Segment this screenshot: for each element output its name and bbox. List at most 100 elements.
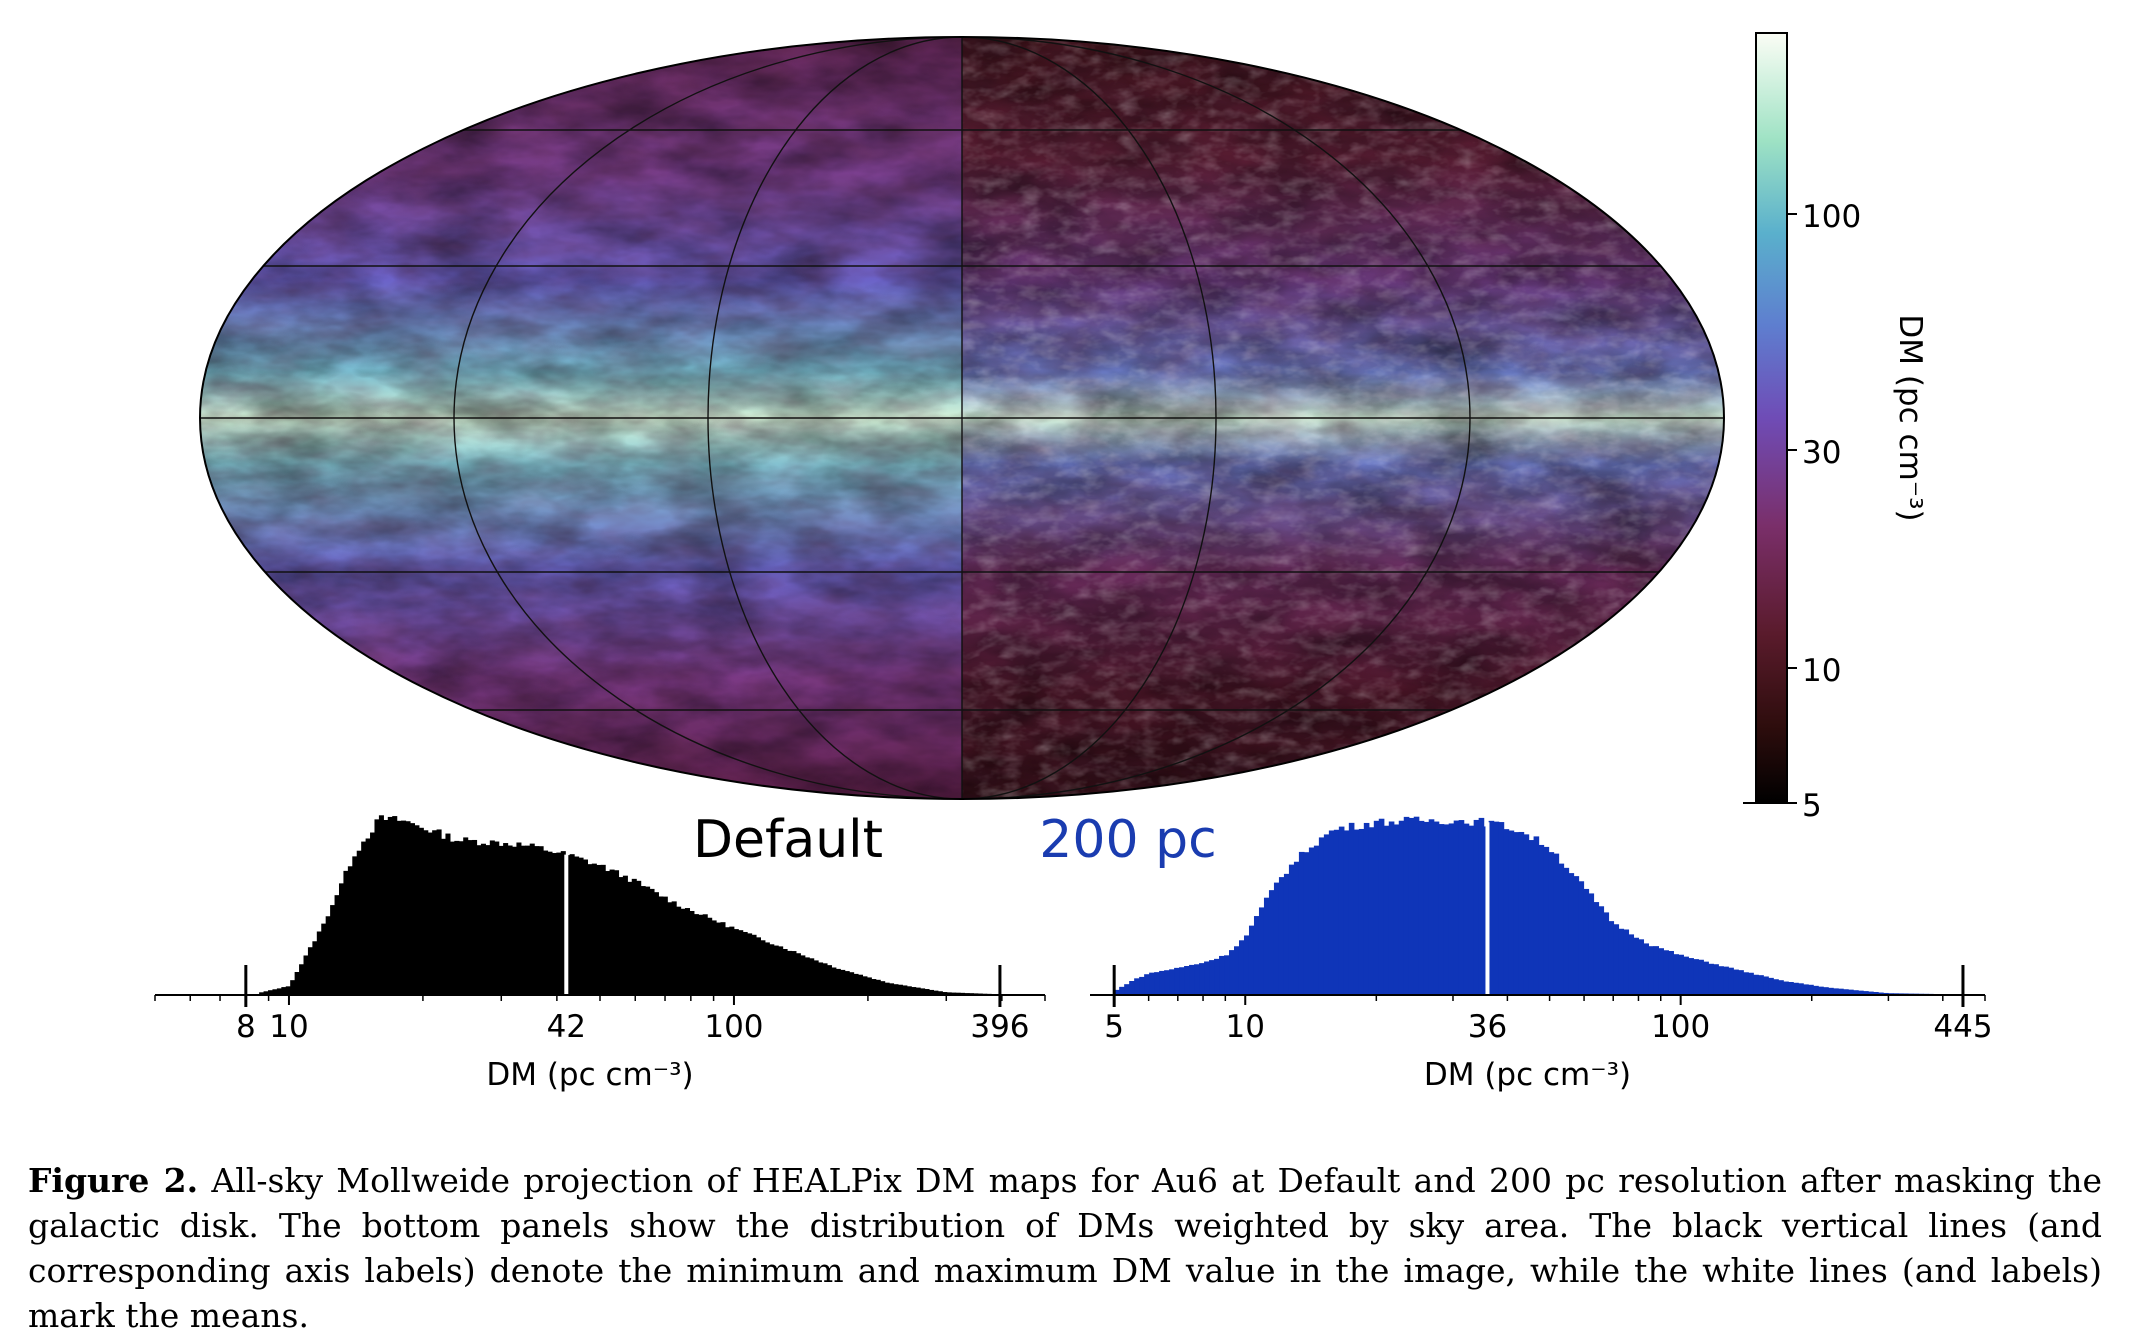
histogram-bar <box>937 991 943 995</box>
x-tick-label: 10 <box>269 1009 308 1045</box>
histogram-bar <box>1129 981 1135 995</box>
x-tick-label: 445 <box>1933 1009 1992 1045</box>
histogram-bar <box>1503 829 1510 995</box>
histogram-bar <box>268 990 274 995</box>
histogram-bar <box>1144 974 1150 995</box>
histogram-bar <box>902 985 908 995</box>
histogram-bar <box>574 856 580 995</box>
histogram-bar <box>458 841 464 995</box>
histogram-bar <box>1224 955 1230 995</box>
histogram-bar <box>609 869 615 995</box>
histogram-bar <box>733 929 739 995</box>
histogram-bar <box>489 840 495 995</box>
histogram-bar <box>1513 832 1520 995</box>
histogram-bar <box>1238 940 1245 995</box>
histogram-bar <box>427 832 433 995</box>
histogram-bar <box>1628 934 1635 995</box>
histogram-bar <box>1753 974 1759 995</box>
histogram-bar <box>551 853 557 995</box>
histogram-bar <box>1149 972 1155 995</box>
figure-caption: Figure 2. All-sky Mollweide projection o… <box>28 1158 2102 1338</box>
histogram-bar <box>374 819 380 995</box>
colorbar-tick-label: 100 <box>1802 199 1861 235</box>
histogram-bar <box>720 922 726 995</box>
histogram-bar <box>538 846 544 995</box>
histogram-bar <box>1278 877 1285 995</box>
histogram-bar <box>782 949 788 995</box>
histogram-bar <box>1408 817 1415 995</box>
histogram-bar <box>1788 981 1794 995</box>
histogram-bar <box>334 895 340 995</box>
histogram-bar <box>1638 939 1645 995</box>
histogram-bar <box>667 902 673 995</box>
histogram-bar <box>760 940 766 995</box>
histogram-bar <box>711 920 717 995</box>
histogram-bar <box>307 947 313 995</box>
histogram-bar <box>472 839 478 995</box>
histogram-bar <box>1388 821 1395 995</box>
histogram-bar <box>1773 979 1779 995</box>
histogram-bar <box>724 927 730 995</box>
histogram-bar <box>1348 822 1355 995</box>
histogram-bar <box>698 914 704 995</box>
histogram-bar <box>1568 873 1575 995</box>
histogram-bar <box>804 957 810 995</box>
histogram-bar <box>928 989 934 995</box>
histogram-bar <box>1713 964 1719 995</box>
histogram-bar <box>281 987 287 995</box>
histogram-bar <box>1518 831 1525 995</box>
histogram-bar <box>1558 863 1565 995</box>
histogram-bar <box>631 878 637 995</box>
histogram-bar <box>889 983 895 995</box>
histogram-bar <box>294 972 300 995</box>
histogram-bar <box>831 967 837 995</box>
histogram-bar <box>764 942 770 995</box>
histogram-bar <box>1823 987 1829 995</box>
histogram-bar <box>432 830 438 995</box>
histogram-bar <box>840 969 846 995</box>
histogram-bar <box>1878 992 1884 995</box>
histogram-bar <box>560 851 566 995</box>
histogram-bar <box>747 933 753 995</box>
colorbar-label: DM (pc cm⁻³) <box>1892 314 1928 521</box>
colorbar-tick-label: 30 <box>1802 435 1841 471</box>
histogram-bar <box>1204 961 1210 995</box>
histogram-bar <box>1169 969 1175 995</box>
histogram-bar <box>1403 816 1410 995</box>
histogram-bar <box>614 870 620 995</box>
histogram-bar <box>463 837 469 995</box>
histogram-bar <box>1438 824 1445 995</box>
histogram-bar <box>276 988 282 995</box>
histogram-bar <box>849 972 855 995</box>
histogram-bar <box>1253 916 1260 995</box>
histogram-bar <box>356 850 362 995</box>
histogram-bar <box>1693 959 1699 995</box>
histogram-bar <box>1563 867 1570 995</box>
histogram-bar <box>352 856 358 995</box>
histogram-bar <box>1333 829 1340 995</box>
histogram-bar <box>787 950 793 995</box>
histogram-bar <box>955 992 961 995</box>
histogram-bar <box>1648 946 1655 995</box>
histogram-bar <box>1758 975 1764 995</box>
histogram-bar <box>1174 967 1180 995</box>
histogram-bar <box>543 850 549 995</box>
histogram-bar <box>1523 834 1530 995</box>
histogram-bar <box>596 864 602 995</box>
histogram-bar <box>1328 830 1335 995</box>
histogram-bar <box>449 841 455 995</box>
histogram-bar <box>321 923 327 995</box>
histogram-bar <box>1293 861 1300 995</box>
histogram-bar <box>1303 852 1310 995</box>
histogram-bar <box>893 984 899 995</box>
histogram-bar <box>370 832 376 995</box>
histogram-bar <box>511 846 518 995</box>
x-tick-label: 8 <box>236 1009 256 1045</box>
histogram-bar <box>525 845 531 995</box>
histogram-bar <box>1708 963 1714 995</box>
histogram-bar <box>1458 820 1465 995</box>
histogram-bar <box>520 845 526 995</box>
histogram-bar <box>1179 967 1185 995</box>
histogram-bar <box>866 977 872 995</box>
histogram-bar <box>534 846 540 995</box>
